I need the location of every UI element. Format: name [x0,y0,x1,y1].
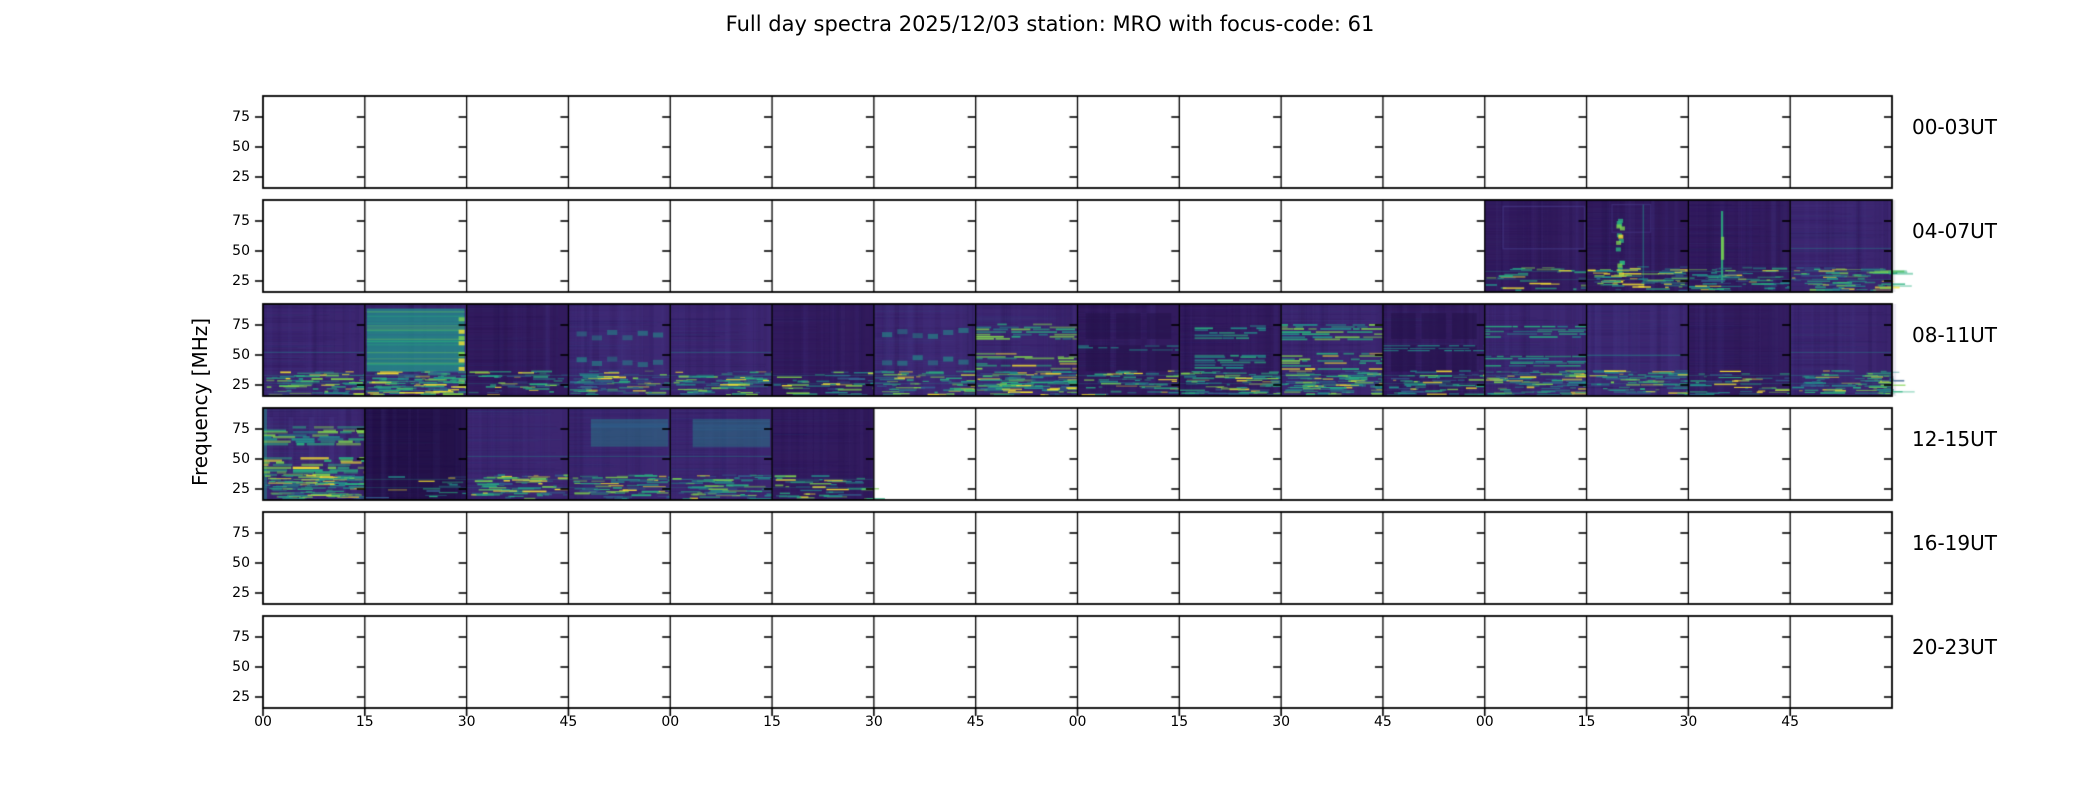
y-tick-label: 75 [232,629,250,645]
y-tick-label: 75 [232,525,250,541]
y-tick-label: 50 [232,555,250,571]
y-tick-label: 25 [232,377,250,393]
x-tick-label: 15 [763,714,781,730]
y-tick-label: 50 [232,347,250,363]
x-tick-label: 00 [254,714,272,730]
y-tick-label: 25 [232,481,250,497]
x-tick-label: 00 [1068,714,1087,730]
figure-title: Full day spectra 2025/12/03 station: MRO… [725,12,1375,36]
x-tick-label: 00 [1475,714,1494,730]
y-tick-label: 50 [232,659,250,675]
x-tick-label: 30 [457,714,476,730]
row-label: 16-19UT [1912,531,1997,555]
x-tick-label: 45 [1374,714,1392,730]
x-tick-label: 15 [1577,714,1596,730]
row-label: 12-15UT [1912,427,1997,451]
row-label: 08-11UT [1912,323,1997,347]
y-tick-label: 50 [232,451,250,467]
x-tick-label: 30 [864,714,883,730]
x-tick-label: 45 [1781,714,1800,730]
row-label: 20-23UT [1912,635,1997,659]
y-axis-label: Frequency [MHz] [188,317,212,487]
y-tick-label: 75 [232,213,250,229]
row-label: 00-03UT [1912,115,1997,139]
x-tick-label: 00 [661,714,680,730]
x-tick-label: 30 [1679,714,1698,730]
y-tick-label: 25 [232,169,250,185]
x-tick-label: 45 [966,714,985,730]
y-tick-label: 50 [232,139,250,155]
row-label: 04-07UT [1912,219,1997,243]
y-tick-label: 50 [232,243,250,259]
x-tick-label: 45 [559,714,578,730]
y-tick-label: 25 [232,273,250,289]
x-tick-label: 30 [1272,714,1291,730]
y-tick-label: 25 [232,689,250,705]
y-tick-label: 75 [232,109,250,125]
y-tick-label: 25 [232,585,250,601]
y-tick-label: 75 [232,317,250,333]
x-tick-label: 15 [355,714,374,730]
y-tick-label: 75 [232,421,250,437]
x-tick-label: 15 [1170,714,1189,730]
